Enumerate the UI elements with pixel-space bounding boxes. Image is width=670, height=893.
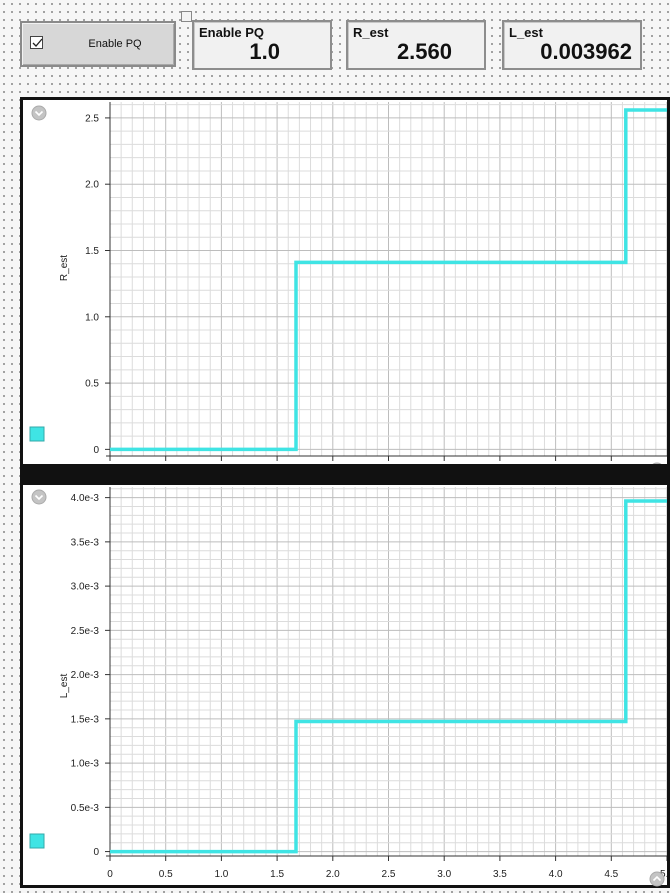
collapse-icon[interactable] [31,489,47,505]
r-est-display: R_est 2.560 [346,20,486,70]
y-tick-label: 0.5 [85,379,99,390]
x-tick-label: 5.0 [660,869,667,880]
legend-swatch[interactable] [29,833,45,849]
y-tick-label: 2.5 [85,113,99,124]
y-axis-label: L_est [59,674,70,699]
collapse-icon[interactable] [31,105,47,121]
x-tick-label: 1.0 [214,869,228,880]
x-tick-label: 4.5 [604,869,618,880]
r-est-display-value: 2.560 [396,39,452,64]
chevron-down-icon [34,494,44,501]
enable-pq-display-label: Enable PQ [199,25,265,40]
x-tick-label: 3.0 [437,869,451,880]
check-icon [32,38,43,47]
x-tick-label: 4.0 [549,869,563,880]
x-tick-label: 0 [107,869,113,880]
legend-swatch[interactable] [29,426,45,442]
y-tick-label: 2.0 [85,180,99,191]
enable-pq-checkbox[interactable] [30,36,43,49]
series-line [110,108,667,452]
y-tick-label: 3.0e-3 [71,582,100,593]
enable-pq-button[interactable]: Enable PQ [20,21,176,67]
y-tick-label: 0 [93,445,99,456]
y-tick-label: 1.5 [85,246,99,257]
l-est-display-value: 0.003962 [540,39,632,64]
y-tick-label: 1.5e-3 [71,714,100,725]
x-tick-label: 1.5 [270,869,284,880]
series-line [110,499,667,854]
l-est-display: L_est 0.003962 [502,20,642,70]
y-tick-label: 1.0 [85,312,99,323]
enable-pq-display-value: 1.0 [249,39,280,64]
chevron-up-icon [652,875,662,882]
l-est-plot: 0 0.5e-3 1.0e-3 1.5e-3 2.0e-3 2.5e-3 3.0e-3 3.5… [29,487,670,887]
y-tick-label: 2.0e-3 [71,670,100,681]
y-axis-label: R_est [59,255,70,281]
l-est-display-label: L_est [509,25,543,40]
r-est-plot: 00.51.01.52.02.500.51.01.52.02.53.03.54.… [29,102,668,478]
y-tick-label: 3.5e-3 [71,537,100,548]
y-tick-label: 0 [93,847,99,858]
enable-pq-display: Enable PQ 1.0 [192,20,332,70]
r-est-plot-panel: 00.51.01.52.02.500.51.01.52.02.53.03.54.… [20,97,670,478]
y-tick-label: 1.0e-3 [71,759,100,770]
y-tick-label: 2.5e-3 [71,626,100,637]
enable-pq-button-label: Enable PQ [88,38,142,50]
y-tick-label: 4.0e-3 [71,493,100,504]
x-tick-label: 2.0 [326,869,340,880]
r-est-display-label: R_est [353,25,389,40]
chevron-down-icon [34,110,44,117]
y-tick-label: 0.5e-3 [71,803,100,814]
panel-separator [20,464,670,484]
expand-icon[interactable] [649,871,665,887]
x-tick-label: 0.5 [159,869,173,880]
l-est-plot-panel: 0 0.5e-3 1.0e-3 1.5e-3 2.0e-3 2.5e-3 3.0e-3 3.5… [20,482,670,888]
x-tick-label: 2.5 [382,869,396,880]
resize-handle[interactable] [181,11,192,22]
x-tick-label: 3.5 [493,869,507,880]
